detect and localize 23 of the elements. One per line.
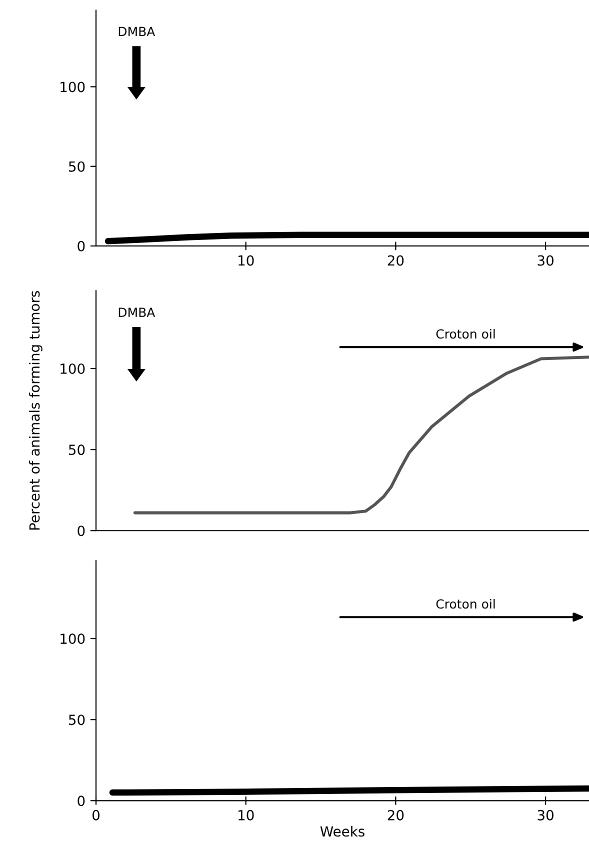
x-tick-label: 30 (538, 255, 554, 266)
y-tick-label: 50 (68, 444, 85, 456)
y-axis-title: Percent of animals forming tumors (28, 290, 42, 530)
y-tick-label: 50 (68, 714, 85, 726)
annotation: DMBA (118, 26, 156, 36)
y-tick-label: 0 (78, 796, 85, 806)
x-tick-label: 20 (388, 810, 404, 820)
x-tick-label: 10 (238, 810, 254, 820)
y-tick-label: 0 (78, 526, 85, 536)
x-tick-label: 20 (388, 255, 404, 266)
y-tick-label: 100 (60, 363, 85, 374)
y-tick-label: 0 (78, 240, 85, 252)
x-tick-label: 0 (92, 810, 100, 820)
annotation: DMBA (118, 308, 156, 317)
line-series (133, 356, 589, 514)
x-axis-title: Weeks (320, 826, 364, 837)
y-tick-label: 50 (68, 161, 85, 172)
annotation: Croton oil (436, 599, 495, 609)
x-tick-label: 30 (538, 810, 554, 820)
y-tick-label: 100 (60, 82, 85, 92)
y-tick-label: 100 (60, 634, 85, 644)
x-tick-label: 10 (238, 255, 254, 266)
annotation: Croton oil (436, 328, 495, 339)
